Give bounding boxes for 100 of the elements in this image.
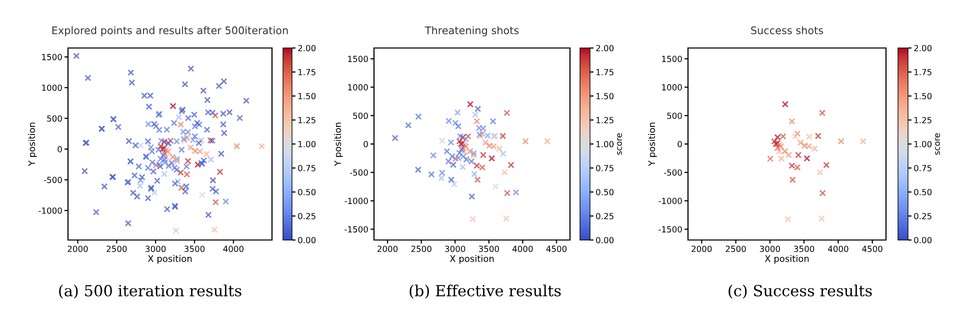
color-bar-label: 1.50 bbox=[298, 92, 316, 100]
point bbox=[774, 134, 781, 141]
color-bar-label: 0.50 bbox=[596, 188, 614, 196]
point bbox=[794, 130, 801, 137]
color-bar-label: 0.00 bbox=[914, 236, 932, 244]
point bbox=[766, 155, 774, 162]
color-bar-label: 1.50 bbox=[596, 92, 614, 100]
y-tick-label: -500 bbox=[664, 169, 682, 176]
y-tick-label: 500 bbox=[667, 112, 682, 119]
y-axis-title: Y position bbox=[28, 122, 37, 166]
color-bar-label: 1.75 bbox=[596, 69, 614, 76]
point bbox=[795, 152, 802, 158]
y-tick-label: 1000 bbox=[42, 84, 62, 91]
y-tick-label: 500 bbox=[47, 115, 62, 122]
point bbox=[774, 144, 781, 152]
point bbox=[794, 164, 801, 171]
color-bar-label: 0.25 bbox=[914, 212, 932, 220]
x-tick-label: 3000 bbox=[445, 246, 466, 252]
color-bar-label: 0.75 bbox=[298, 164, 316, 172]
y-axis-title: Y position bbox=[648, 122, 657, 166]
x-tick-label: 3000 bbox=[146, 246, 166, 252]
color-bar-label: 1.00 bbox=[298, 140, 316, 148]
point bbox=[819, 190, 826, 196]
y-tick-label: 0 bbox=[58, 146, 62, 152]
x-axis-title: X position bbox=[764, 255, 809, 264]
text: (c) Success results bbox=[728, 284, 872, 299]
y-tick-label: -1000 bbox=[38, 207, 62, 214]
color-bar-label: 0.00 bbox=[596, 236, 614, 244]
x-tick-label: 2500 bbox=[411, 246, 432, 252]
y-tick-label: 0 bbox=[364, 140, 368, 148]
point bbox=[823, 162, 830, 168]
point bbox=[785, 152, 792, 158]
y-tick-label: -500 bbox=[44, 176, 62, 184]
point bbox=[818, 215, 825, 222]
x-tick-label: 4000 bbox=[512, 246, 533, 252]
x-tick-label: 2500 bbox=[106, 246, 127, 252]
y-tick-label: -500 bbox=[350, 169, 368, 176]
point bbox=[788, 118, 796, 125]
y-tick-label: -1000 bbox=[344, 198, 368, 204]
color-bar-label: 1.00 bbox=[914, 140, 932, 148]
color-bar-label: 0.75 bbox=[596, 164, 614, 172]
y-tick-label: -1500 bbox=[344, 226, 368, 232]
x-axis-title: X position bbox=[450, 255, 494, 264]
y-tick-label: 1500 bbox=[348, 56, 368, 62]
chart-title: Threatening shots bbox=[424, 26, 519, 36]
point bbox=[792, 133, 798, 140]
x-tick-label: 2000 bbox=[378, 246, 398, 252]
color-bar-label: 0.75 bbox=[914, 164, 932, 172]
x-axis-title: X position bbox=[148, 255, 192, 264]
color-bar-title: score bbox=[617, 133, 622, 155]
color-bar-label: 2.00 bbox=[914, 44, 932, 52]
color-bar-label: 1.00 bbox=[596, 140, 614, 148]
x-tick-label: 2500 bbox=[726, 246, 746, 252]
y-tick-label: 1000 bbox=[348, 84, 368, 90]
x-tick-label: 4000 bbox=[828, 246, 848, 252]
point bbox=[804, 155, 810, 162]
color-bar-label: 0.25 bbox=[298, 212, 316, 220]
color-bar-label: 1.75 bbox=[914, 69, 932, 76]
y-tick-label: -1500 bbox=[658, 226, 682, 232]
point bbox=[784, 216, 792, 223]
y-axis-title: Y position bbox=[334, 122, 343, 166]
y-tick-label: 1500 bbox=[662, 56, 682, 62]
color-bar-label: 0.50 bbox=[914, 188, 932, 196]
color-bar-label: 1.25 bbox=[914, 116, 932, 124]
point bbox=[782, 148, 788, 155]
point bbox=[806, 133, 812, 140]
x-tick-label: 3000 bbox=[760, 246, 780, 252]
point bbox=[776, 148, 783, 155]
x-tick-label: 3500 bbox=[478, 246, 499, 252]
y-tick-label: 1000 bbox=[662, 84, 682, 90]
y-tick-label: 500 bbox=[353, 112, 368, 119]
point bbox=[860, 138, 866, 145]
point bbox=[778, 155, 785, 162]
color-bar-label: 1.25 bbox=[298, 116, 316, 124]
color-bar-label: 0.25 bbox=[596, 212, 614, 220]
color-bar-title: score bbox=[935, 133, 940, 155]
point bbox=[811, 145, 818, 152]
point bbox=[780, 133, 786, 140]
x-tick-label: 4500 bbox=[546, 246, 567, 252]
color-bar-label: 0.50 bbox=[298, 188, 316, 196]
color-bar-label: 2.00 bbox=[298, 44, 316, 52]
chart-title: Explored points and results after 500iteration bbox=[52, 26, 288, 36]
color-bar-label: 1.25 bbox=[596, 116, 614, 124]
point bbox=[789, 176, 796, 184]
x-tick-label: 3500 bbox=[184, 246, 205, 252]
x-tick-label: 4000 bbox=[223, 246, 244, 252]
point bbox=[814, 132, 822, 140]
text: (a) 500 iteration results bbox=[59, 284, 242, 299]
x-tick-label: 2000 bbox=[68, 246, 88, 252]
x-tick-label: 2000 bbox=[692, 246, 712, 252]
color-bar-label: 1.50 bbox=[914, 92, 932, 100]
point bbox=[797, 139, 804, 146]
y-tick-label: 0 bbox=[678, 140, 682, 148]
x-tick-label: 4500 bbox=[862, 246, 882, 252]
color-bar-label: 1.75 bbox=[298, 69, 316, 76]
point bbox=[838, 138, 844, 145]
text: (b) Effective results bbox=[410, 284, 561, 299]
point bbox=[771, 138, 778, 145]
y-tick-label: 1500 bbox=[42, 54, 62, 60]
color-bar-label: 0.00 bbox=[298, 236, 316, 244]
